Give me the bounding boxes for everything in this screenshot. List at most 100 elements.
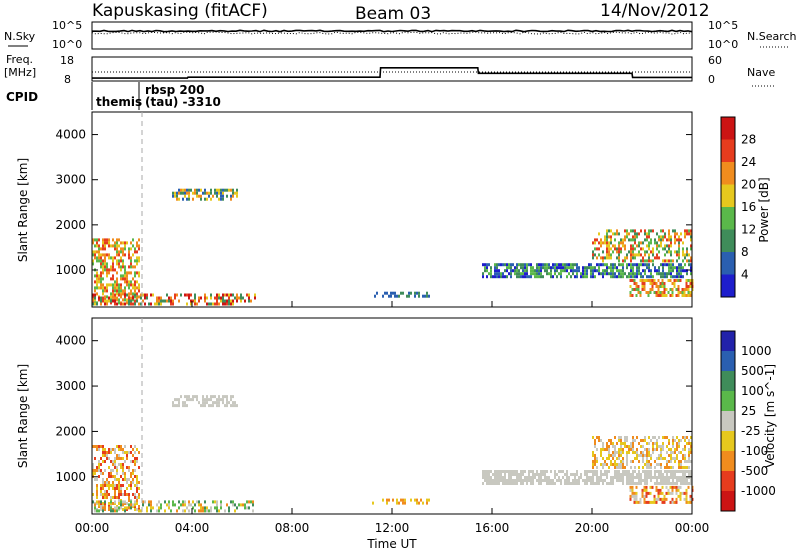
data-cell: [204, 401, 206, 405]
data-cell: [114, 268, 116, 272]
data-cell: [126, 508, 128, 511]
data-cell: [136, 296, 138, 300]
data-cell: [492, 482, 494, 485]
data-cell: [630, 476, 632, 479]
data-cell: [92, 262, 94, 266]
data-cell: [682, 470, 684, 473]
data-cell: [224, 293, 226, 297]
data-cell: [596, 473, 598, 476]
data-cell: [138, 283, 140, 287]
data-cell: [658, 250, 660, 254]
data-cell: [110, 500, 112, 504]
data-cell: [526, 266, 528, 270]
data-cell: [222, 197, 224, 201]
data-cell: [645, 279, 648, 282]
data-cell: [680, 266, 682, 270]
data-cell: [532, 470, 534, 473]
data-cell: [552, 275, 554, 279]
data-cell: [655, 285, 658, 288]
data-cell: [644, 229, 646, 233]
data-cell: [604, 272, 606, 276]
data-cell: [548, 479, 550, 482]
data-cell: [592, 275, 594, 279]
data-cell: [116, 509, 118, 513]
data-cell: [576, 470, 578, 473]
data-cell: [592, 476, 594, 479]
data-cell: [606, 463, 608, 466]
data-cell: [682, 253, 684, 257]
data-cell: [588, 479, 590, 482]
data-cell: [646, 442, 648, 445]
data-cell: [628, 473, 630, 476]
data-cell: [622, 466, 624, 469]
data-cell: [578, 476, 580, 479]
noise-left-tick-top: 10^5: [52, 19, 82, 32]
data-cell: [650, 454, 652, 457]
data-cell: [174, 503, 176, 507]
data-cell: [690, 460, 692, 463]
time-tick-label: 16:00: [475, 521, 510, 535]
data-cell: [558, 272, 560, 276]
data-cell: [680, 269, 682, 273]
data-cell: [220, 398, 222, 402]
data-cell: [592, 454, 594, 457]
data-cell: [502, 470, 504, 473]
data-cell: [582, 269, 584, 273]
data-cell: [618, 454, 620, 457]
data-cell: [124, 289, 126, 293]
data-cell: [194, 299, 196, 303]
data-cell: [648, 275, 650, 279]
colorbar-tick-label: 12: [741, 223, 756, 237]
data-cell: [228, 293, 230, 297]
data-cell: [656, 457, 658, 460]
data-cell: [520, 479, 522, 482]
data-cell: [684, 460, 686, 463]
data-cell: [126, 280, 128, 284]
data-cell: [666, 463, 668, 466]
data-cell: [218, 395, 220, 399]
data-cell: [218, 398, 220, 402]
data-cell: [120, 259, 122, 263]
data-cell: [144, 296, 146, 300]
data-cell: [104, 259, 106, 263]
data-cell: [98, 298, 100, 302]
station-title: Kapuskasing (fitACF): [92, 1, 268, 21]
data-cell: [644, 473, 646, 476]
data-cell: [482, 275, 484, 279]
data-cell: [618, 263, 620, 267]
data-cell: [610, 269, 612, 273]
data-cell: [524, 266, 526, 270]
data-cell: [598, 269, 600, 273]
data-cell: [678, 235, 680, 239]
data-cell: [210, 302, 212, 306]
data-cell: [683, 491, 686, 495]
data-cell: [156, 509, 158, 513]
data-cell: [664, 470, 666, 473]
data-cell: [254, 296, 256, 300]
data-cell: [644, 232, 646, 236]
data-cell: [114, 463, 116, 466]
data-cell: [661, 282, 664, 285]
data-cell: [168, 299, 170, 303]
data-cell: [486, 473, 488, 476]
data-cell: [504, 470, 506, 473]
data-cell: [620, 463, 622, 466]
data-cell: [689, 282, 692, 285]
data-cell: [98, 463, 100, 466]
data-cell: [642, 479, 644, 482]
data-cell: [118, 262, 120, 266]
data-cell: [134, 445, 136, 448]
noise-right-tick-bottom: 10^0: [708, 38, 738, 51]
data-cell: [94, 469, 96, 472]
data-cell: [642, 445, 644, 448]
data-cell: [684, 473, 686, 476]
data-cell: [658, 470, 660, 473]
data-cell: [486, 482, 488, 485]
data-cell: [546, 482, 548, 485]
data-cell: [124, 280, 126, 284]
data-cell: [108, 256, 110, 260]
data-cell: [134, 508, 136, 511]
data-cell: [646, 463, 648, 466]
data-cell: [214, 302, 216, 306]
data-cell: [570, 275, 572, 279]
